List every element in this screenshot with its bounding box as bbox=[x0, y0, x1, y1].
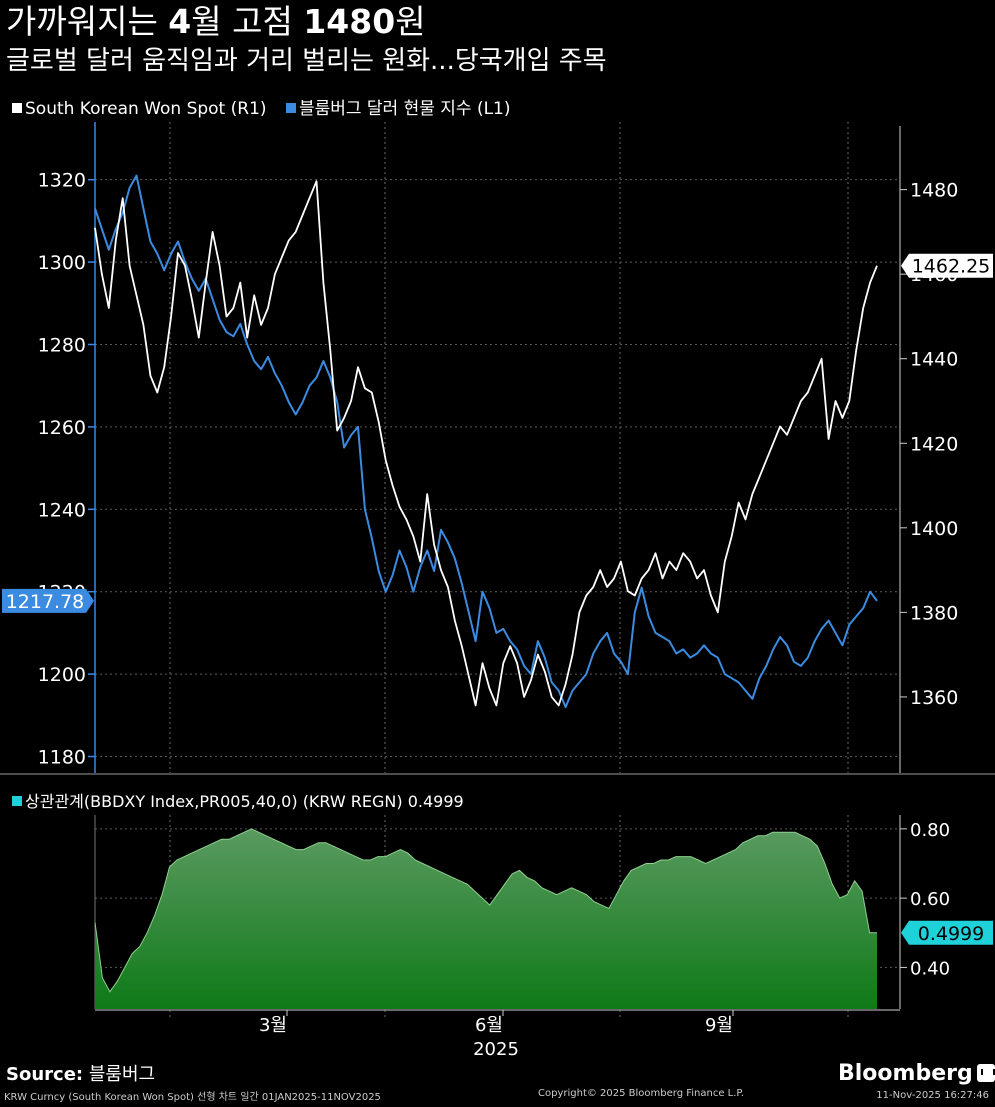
timestamp: 11-Nov-2025 16:27:46 bbox=[876, 1090, 989, 1101]
title-part-prefix: 가까워지는 bbox=[6, 2, 169, 41]
month-label-1: 6월 bbox=[475, 1015, 503, 1036]
badge-bbdxy bbox=[2, 588, 94, 613]
right-tick-label-1480: 1480 bbox=[910, 180, 958, 202]
last-value-badges: 1462.25 1217.78 0.4999 bbox=[2, 253, 993, 945]
right-tick-label-1440: 1440 bbox=[910, 349, 958, 371]
right-tick-label-1360: 1360 bbox=[910, 687, 958, 709]
legend-swatch-bbdxy bbox=[285, 103, 296, 113]
left-tick-label-1180: 1180 bbox=[38, 747, 86, 769]
series-line-bbdxy bbox=[94, 174, 878, 709]
correlation-line bbox=[94, 828, 877, 993]
legend-top: South Korean Won Spot (R1) 블룸버그 달러 현물 지수… bbox=[12, 94, 511, 119]
price-lines bbox=[94, 174, 878, 709]
left-tick-label-1260: 1260 bbox=[38, 417, 86, 439]
right-tick-label-1420: 1420 bbox=[910, 433, 958, 455]
title-part-number-level: 1480 bbox=[303, 2, 396, 41]
title-part-number-month: 4 bbox=[168, 2, 192, 41]
corr-tick-label-0.80: 0.80 bbox=[910, 820, 950, 841]
badge-krw-label: 1462.25 bbox=[912, 256, 991, 278]
year-label: 2025 bbox=[473, 1039, 519, 1060]
right-tick-label-1400: 1400 bbox=[910, 518, 958, 540]
legend-label-bbdxy: 블룸버그 달러 현물 지수 (L1) bbox=[298, 99, 511, 119]
left-tick-label-1200: 1200 bbox=[38, 664, 86, 686]
legend-bottom: 상관관계(BBDXY Index,PR005,40,0) (KRW REGN) … bbox=[12, 788, 464, 812]
left-tick-label-1240: 1240 bbox=[38, 499, 86, 521]
chart-title: 가까워지는 4월 고점 1480원 bbox=[6, 2, 426, 42]
series-line-krw bbox=[94, 180, 878, 707]
badge-correlation bbox=[901, 920, 993, 945]
axes bbox=[0, 122, 995, 1016]
legend-label-correlation: 상관관계(BBDXY Index,PR005,40,0) (KRW REGN) … bbox=[25, 792, 464, 811]
source-value: 블룸버그 bbox=[88, 1064, 156, 1085]
chart-footnote: KRW Curncy (South Korean Won Spot) 선형 차트… bbox=[4, 1092, 381, 1103]
source-label: Source: bbox=[6, 1064, 84, 1085]
legend-swatch-krw bbox=[12, 103, 22, 113]
left-tick-label-1300: 1300 bbox=[38, 252, 86, 274]
legend-swatch-correlation bbox=[12, 796, 22, 806]
right-tick-label-1380: 1380 bbox=[910, 602, 958, 624]
month-label-2: 9월 bbox=[705, 1015, 733, 1036]
badge-krw bbox=[901, 253, 993, 278]
title-part-middle: 월 고점 bbox=[191, 2, 304, 41]
tick-labels: 1180120012201240126012801300132013601380… bbox=[38, 170, 959, 1060]
terminal-icon bbox=[976, 1064, 995, 1082]
badge-correlation-label: 0.4999 bbox=[918, 923, 984, 945]
left-tick-label-1280: 1280 bbox=[38, 334, 86, 356]
title-part-suffix: 원 bbox=[395, 2, 426, 41]
month-label-0: 3월 bbox=[259, 1015, 287, 1036]
correlation-area bbox=[94, 828, 877, 1009]
badge-bbdxy-label: 1217.78 bbox=[6, 591, 85, 613]
correlation-fill bbox=[95, 828, 877, 1009]
corr-tick-label-0.60: 0.60 bbox=[910, 889, 950, 910]
left-tick-label-1320: 1320 bbox=[38, 170, 86, 192]
brand-text: Bloomberg bbox=[838, 1061, 973, 1086]
source-line: Source: 블룸버그 bbox=[6, 1060, 155, 1086]
copyright-text: Copyright© 2025 Bloomberg Finance L.P. bbox=[538, 1088, 745, 1099]
corr-tick-label-0.40: 0.40 bbox=[910, 958, 950, 979]
chart-subtitle: 글로벌 달러 움직임과 거리 벌리는 원화...당국개입 주목 bbox=[6, 46, 607, 76]
bloomberg-logo: Bloomberg bbox=[838, 1061, 995, 1086]
legend-label-krw: South Korean Won Spot (R1) bbox=[25, 99, 267, 119]
